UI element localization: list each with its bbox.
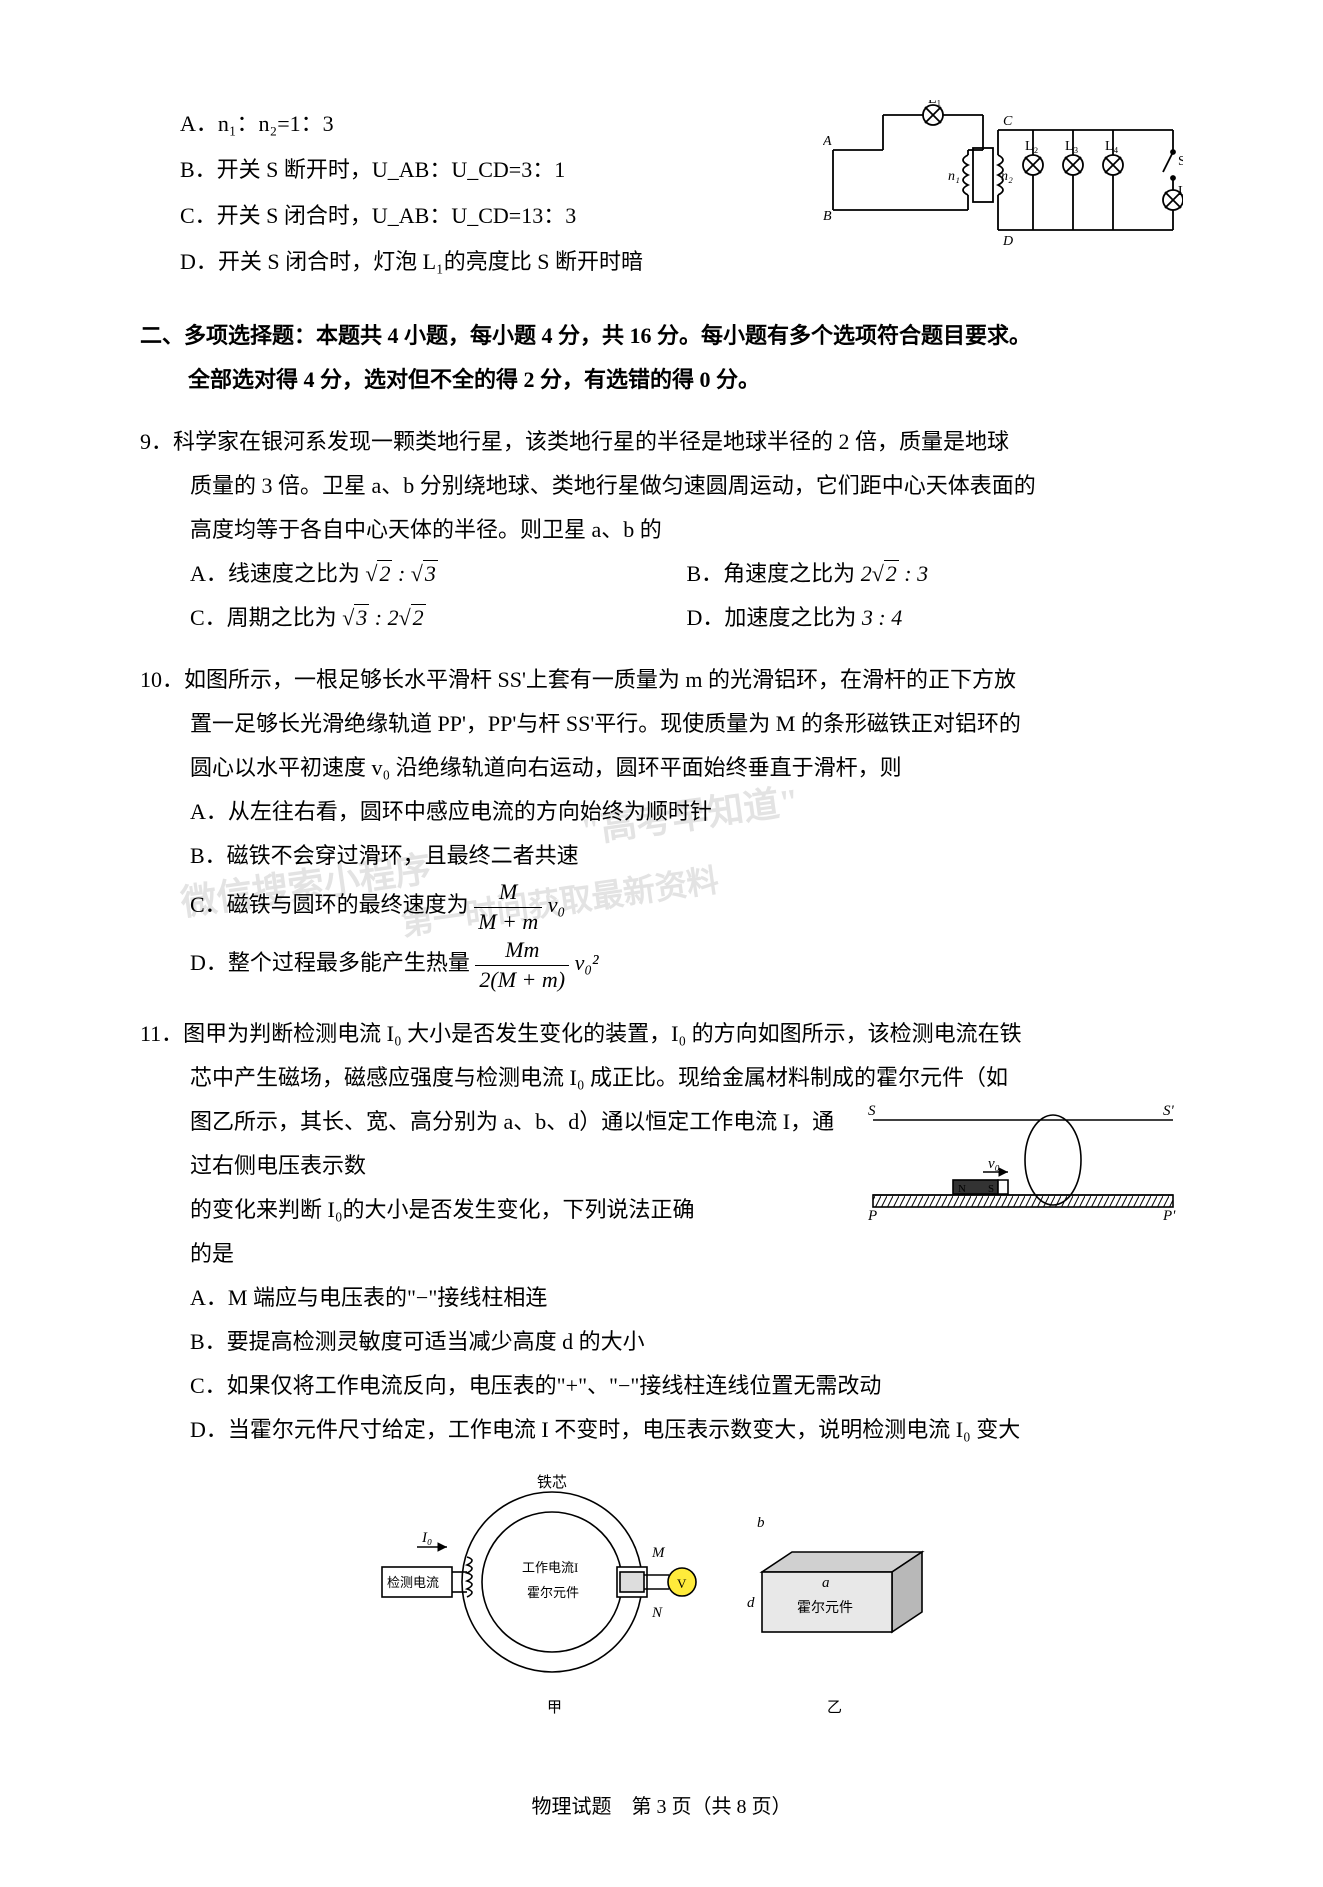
q9-opt-d: D．加速度之比为 3 : 4 — [687, 596, 1184, 640]
label-Spole: S — [988, 1183, 994, 1195]
label-S: S — [868, 1103, 876, 1119]
q11-stem1: 11．图甲为判断检测电流 I₀ 大小是否发生变化的装置，I₀ 的方向如图所示，该… — [140, 1012, 1183, 1056]
q10-opt-d: D．整个过程最多能产生热量 Mm2(M + m) v₀² — [140, 936, 1183, 994]
q10-figure: S S' P P' v₀ N S — [863, 1100, 1183, 1230]
label-M: M — [651, 1545, 666, 1561]
label-P: P — [867, 1208, 877, 1224]
label-B: B — [823, 209, 832, 224]
q10-stem1: 10．如图所示，一根足够长水平滑杆 SS'上套有一质量为 m 的光滑铝环，在滑杆… — [140, 658, 1183, 702]
label-N: N — [651, 1605, 663, 1621]
label-L1: L₁ — [928, 100, 941, 107]
q9-opt-c: C．周期之比为 3 : 22 — [190, 596, 687, 640]
q10: 10．如图所示，一根足够长水平滑杆 SS'上套有一质量为 m 的光滑铝环，在滑杆… — [140, 658, 1183, 994]
q11-svg: 铁芯 I₀ 检测电流 工作电流I 霍尔元件 M N V 甲 b a d 霍尔元件… — [362, 1472, 962, 1732]
label-D: D — [1002, 234, 1013, 249]
q11-figure: 铁芯 I₀ 检测电流 工作电流I 霍尔元件 M N V 甲 b a d 霍尔元件… — [140, 1472, 1183, 1747]
label-jiance: 检测电流 — [387, 1575, 439, 1590]
label-v0: v₀ — [988, 1156, 1000, 1172]
q9: 9．科学家在银河系发现一颗类地行星，该类地行星的半径是地球半径的 2 倍，质量是… — [140, 420, 1183, 640]
label-N: N — [958, 1183, 966, 1195]
label-Pp: P' — [1162, 1208, 1176, 1224]
label-n2: n₂ — [1001, 169, 1013, 184]
label-n1: n₁ — [948, 169, 960, 184]
q10-opt-a: A．从左往右看，圆环中感应电流的方向始终为顺时针 — [140, 790, 1183, 834]
label-b: b — [757, 1515, 765, 1531]
q11: 11．图甲为判断检测电流 I₀ 大小是否发生变化的装置，I₀ 的方向如图所示，该… — [140, 1012, 1183, 1452]
q11-stem5: 的是 — [140, 1232, 1183, 1276]
q10-stem3: 圆心以水平初速度 v₀ 沿绝缘轨道向右运动，圆环平面始终垂直于滑杆，则 — [140, 746, 1183, 790]
label-V: V — [677, 1576, 687, 1591]
label-C: C — [1003, 114, 1013, 129]
label-d: d — [747, 1595, 755, 1611]
label-S: S — [1178, 154, 1183, 169]
q11-opt-b: B．要提高检测灵敏度可适当减少高度 d 的大小 — [140, 1320, 1183, 1364]
q11-opt-a: A．M 端应与电压表的"−"接线柱相连 — [140, 1276, 1183, 1320]
section2-title: 二、多项选择题：本题共 4 小题，每小题 4 分，共 16 分。每小题有多个选项… — [140, 314, 1183, 358]
label-L2: L₂ — [1025, 139, 1039, 154]
q9-opt-a: A．线速度之比为 2 : 3 — [190, 552, 687, 596]
q11-opt-c: C．如果仅将工作电流反向，电压表的"+"、"−"接线柱连线位置无需改动 — [140, 1364, 1183, 1408]
label-huoer: 霍尔元件 — [527, 1585, 579, 1600]
label-yi: 乙 — [827, 1700, 842, 1716]
label-L3: L₃ — [1065, 139, 1079, 154]
q9-stem2: 质量的 3 倍。卫星 a、b 分别绕地球、类地行星做匀速圆周运动，它们距中心天体… — [140, 464, 1183, 508]
label-gongzuo: 工作电流I — [522, 1560, 578, 1575]
section2-sub: 全部选对得 4 分，选对但不全的得 2 分，有选错的得 0 分。 — [140, 358, 1183, 402]
label-tiexin: 铁芯 — [537, 1474, 567, 1491]
q11-opt-d: D．当霍尔元件尺寸给定，工作电流 I 不变时，电压表示数变大，说明检测电流 I₀… — [140, 1408, 1183, 1452]
label-huoer2: 霍尔元件 — [797, 1600, 853, 1616]
label-Sp: S' — [1163, 1103, 1175, 1119]
q11-stem2: 芯中产生磁场，磁感应强度与检测电流 I₀ 成正比。现给金属材料制成的霍尔元件（如 — [140, 1056, 1183, 1100]
circuit-svg: A B L₁ n₁ n₂ C D L₂ L₃ L₄ S L₅ — [823, 100, 1183, 250]
q10-svg: S S' P P' v₀ N S — [863, 1100, 1183, 1230]
q10-opt-c: C．磁铁与圆环的最终速度为 MM + m v₀ — [140, 878, 1183, 936]
q8-circuit-diagram: A B L₁ n₁ n₂ C D L₂ L₃ L₄ S L₅ — [823, 100, 1183, 250]
label-jia: 甲 — [547, 1700, 562, 1716]
label-L5: L₅ — [1178, 184, 1183, 199]
q10-opt-b: B．磁铁不会穿过滑环，且最终二者共速 — [140, 834, 1183, 878]
label-A: A — [823, 134, 832, 149]
q10-stem2: 置一足够长光滑绝缘轨道 PP'，PP'与杆 SS'平行。现使质量为 M 的条形磁… — [140, 702, 1183, 746]
label-I0: I₀ — [421, 1530, 432, 1546]
page-footer: 物理试题 第 3 页（共 8 页） — [140, 1787, 1183, 1827]
q9-stem3: 高度均等于各自中心天体的半径。则卫星 a、b 的 — [140, 508, 1183, 552]
q9-stem1: 9．科学家在银河系发现一颗类地行星，该类地行星的半径是地球半径的 2 倍，质量是… — [140, 420, 1183, 464]
label-a: a — [822, 1575, 830, 1591]
label-L4: L₄ — [1105, 139, 1119, 154]
q9-opt-b: B．角速度之比为 22 : 3 — [687, 552, 1184, 596]
